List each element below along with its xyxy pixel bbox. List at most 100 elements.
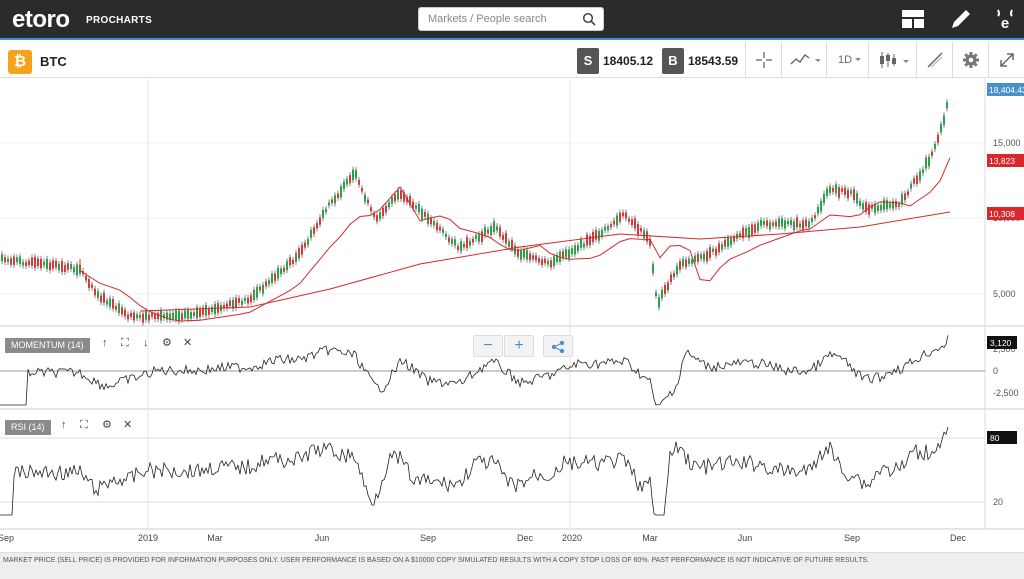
close-icon[interactable]: ✕ — [123, 419, 133, 431]
pencil-icon[interactable] — [948, 6, 974, 32]
candle — [706, 251, 708, 262]
gear-icon[interactable]: ⚙ — [162, 337, 172, 349]
candle — [469, 240, 471, 246]
timeframe-label: 1D — [838, 54, 853, 66]
close-icon[interactable]: ✕ — [183, 337, 193, 349]
candle — [127, 314, 129, 320]
move-down-icon[interactable]: ↓ — [143, 337, 149, 349]
candle — [277, 267, 279, 279]
candle — [538, 258, 540, 263]
fullscreen-button[interactable] — [988, 42, 1024, 78]
candle — [307, 239, 309, 245]
candle — [481, 231, 483, 243]
candle — [319, 217, 321, 225]
price-chart[interactable]: 15,00010,0005,0002,5000-2,5008020Sep2019… — [0, 79, 1024, 549]
candle — [484, 227, 486, 236]
x-axis-label: Dec — [517, 533, 534, 543]
chart-type-dropdown[interactable] — [781, 42, 826, 78]
gear-icon[interactable]: ⚙ — [102, 419, 112, 431]
etoro-e-icon[interactable]: e — [992, 6, 1018, 32]
candle — [793, 221, 795, 231]
candle — [115, 305, 117, 310]
zoom-out-button[interactable]: − — [473, 335, 503, 357]
candle — [271, 273, 273, 283]
candle — [94, 288, 96, 296]
candle — [865, 202, 867, 212]
candle — [892, 201, 894, 209]
candle — [571, 248, 573, 255]
sell-price-button[interactable]: S 18405.12 — [577, 48, 657, 74]
candle — [43, 261, 45, 266]
candle — [397, 190, 399, 200]
candle — [133, 312, 135, 321]
candle — [862, 203, 864, 210]
candle — [61, 261, 63, 272]
buy-price-button[interactable]: B 18543.59 — [662, 48, 742, 74]
candle — [517, 249, 519, 257]
move-up-icon[interactable]: ↑ — [102, 337, 108, 349]
candle — [796, 217, 798, 228]
zoom-in-button[interactable]: + — [504, 335, 534, 357]
candle — [742, 227, 744, 239]
settings-button[interactable] — [952, 42, 988, 78]
rsi-label[interactable]: RSI (14) — [5, 420, 51, 435]
candle — [31, 257, 33, 266]
candle — [91, 284, 93, 288]
candle — [58, 263, 60, 271]
candle — [721, 244, 723, 250]
candle — [34, 256, 36, 268]
maximize-icon[interactable]: ⛶ — [121, 337, 129, 349]
candle — [757, 222, 759, 232]
candle — [352, 169, 354, 181]
chart-area[interactable]: 15,00010,0005,0002,5000-2,5008020Sep2019… — [0, 79, 1024, 549]
candle — [310, 229, 312, 238]
candle — [178, 310, 180, 322]
share-button[interactable] — [543, 335, 573, 357]
candle — [916, 175, 918, 184]
ma-tag-text: 10,308 — [989, 209, 1015, 219]
candle — [355, 170, 357, 179]
candle — [544, 258, 546, 264]
candle — [190, 311, 192, 319]
candle — [625, 212, 627, 219]
etoro-logo[interactable]: etoro — [12, 6, 70, 33]
candlestick-dropdown[interactable] — [868, 42, 916, 78]
crosshair-icon — [756, 52, 772, 68]
candle — [16, 257, 18, 263]
candle — [373, 213, 375, 218]
candle — [52, 260, 54, 269]
drawing-tools-button[interactable] — [916, 42, 952, 78]
candle — [55, 260, 57, 268]
candle — [772, 222, 774, 226]
maximize-icon[interactable]: ⛶ — [80, 419, 88, 431]
candle — [613, 220, 615, 225]
crosshair-button[interactable] — [745, 42, 781, 78]
ma-tag — [987, 154, 1024, 167]
candle — [685, 259, 687, 268]
procharts-label: PROCHARTS — [86, 15, 153, 26]
x-axis-label: Mar — [642, 533, 658, 543]
disclaimer-text: MARKET PRICE (SELL PRICE) IS PROVIDED FO… — [3, 557, 869, 564]
candle — [643, 230, 645, 239]
candle — [814, 215, 816, 219]
candle — [751, 224, 753, 235]
candle — [754, 224, 756, 233]
candle — [118, 303, 120, 314]
move-up-icon[interactable]: ↑ — [61, 419, 67, 431]
candle — [334, 195, 336, 204]
timeframe-dropdown[interactable]: 1D — [826, 42, 868, 78]
candle — [316, 223, 318, 229]
candle — [682, 259, 684, 267]
candle — [196, 307, 198, 319]
candle — [679, 261, 681, 270]
candle — [910, 183, 912, 189]
candle — [940, 123, 942, 133]
candle — [418, 203, 420, 213]
momentum-line — [0, 335, 949, 406]
search-input[interactable]: Markets / People search — [418, 7, 604, 31]
layout-icon[interactable] — [900, 6, 926, 32]
momentum-label[interactable]: MOMENTUM (14) — [5, 338, 90, 353]
candle — [784, 220, 786, 229]
candle — [313, 227, 315, 234]
x-axis-label: Dec — [950, 533, 967, 543]
